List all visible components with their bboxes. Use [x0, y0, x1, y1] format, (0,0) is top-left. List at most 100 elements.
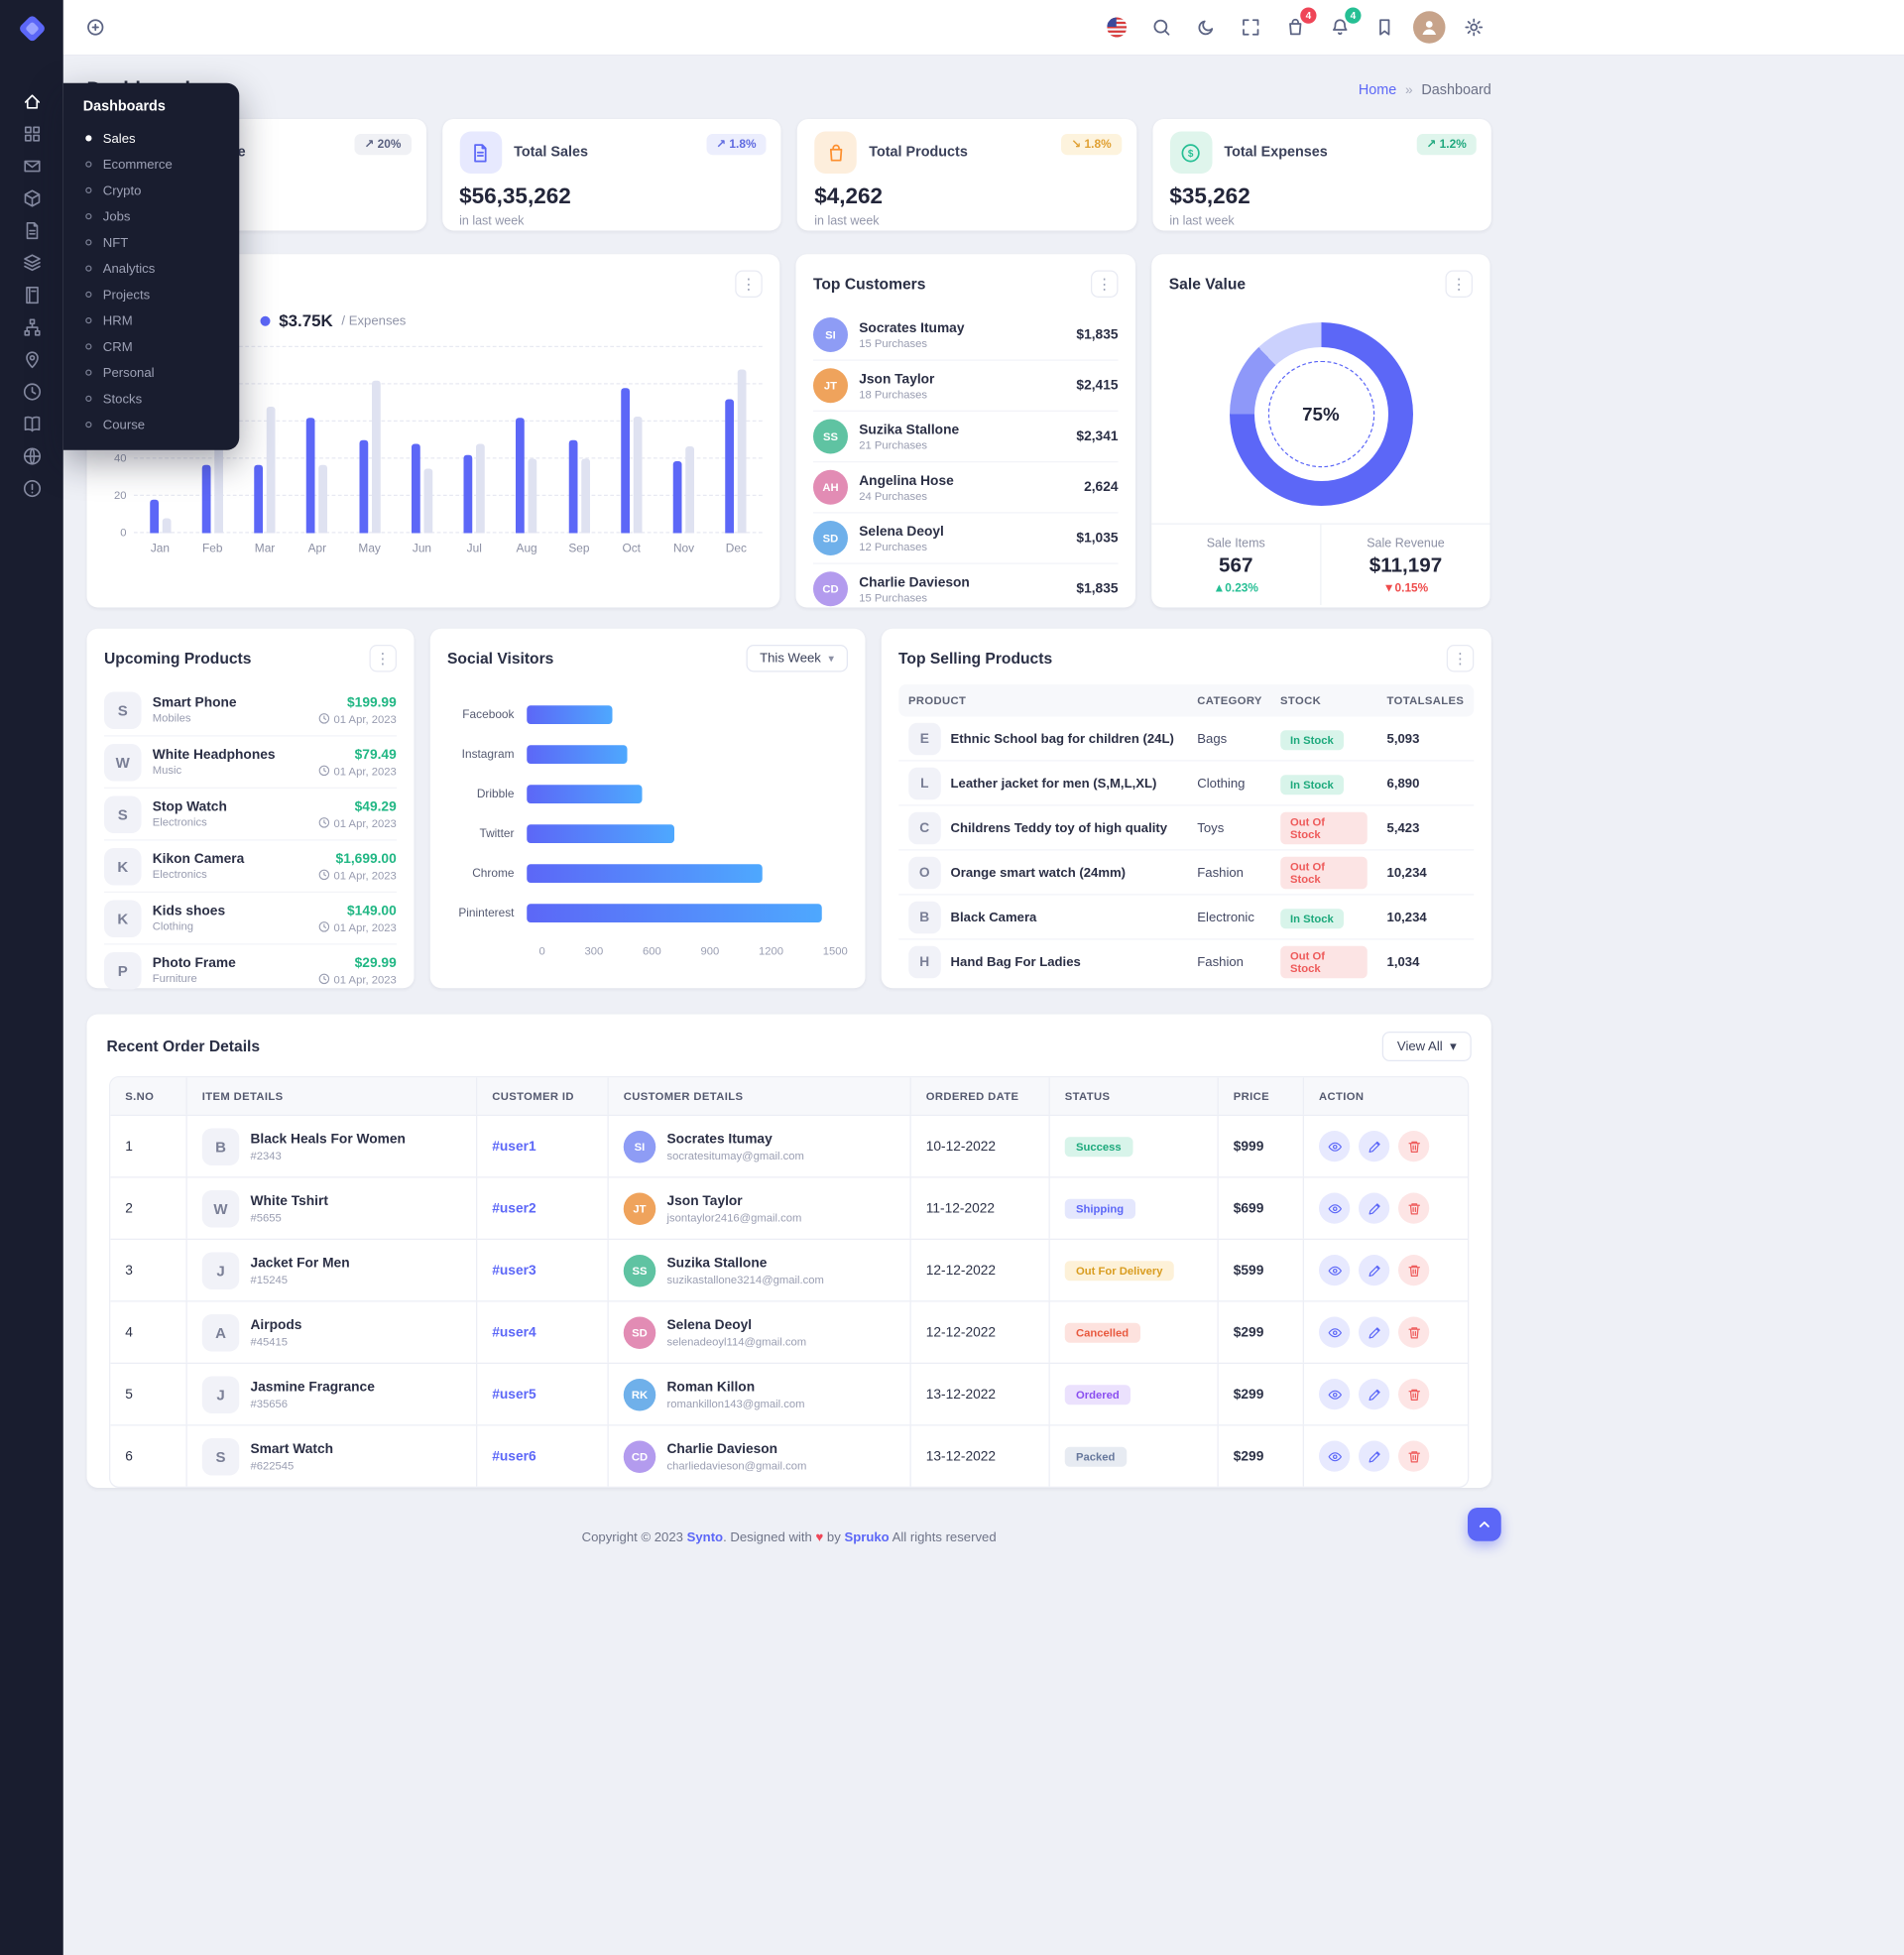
product-row[interactable]: W White Headphones Music $79.49 01 Apr, … [104, 735, 397, 788]
customer-row[interactable]: CD Charlie Davieson 15 Purchases $1,835 [813, 562, 1119, 614]
table-row[interactable]: E Ethnic School bag for children (24L) B… [898, 717, 1475, 762]
sidebar-alert-icon[interactable] [22, 479, 42, 499]
view-all-dropdown[interactable]: View All ▾ [1381, 1032, 1472, 1061]
delete-order-icon[interactable] [1398, 1131, 1430, 1162]
view-order-icon[interactable] [1319, 1131, 1351, 1162]
product-row[interactable]: P Photo Frame Furniture $29.99 01 Apr, 2… [104, 943, 397, 996]
flyout-menu-item[interactable]: Personal [63, 360, 240, 386]
language-flag-icon[interactable] [1097, 8, 1135, 47]
customer-row[interactable]: AH Angelina Hose 24 Purchases 2,624 [813, 461, 1119, 512]
sidebar-home-icon[interactable] [22, 92, 42, 112]
search-icon[interactable] [1141, 8, 1180, 47]
bookmark-icon[interactable] [1365, 8, 1403, 47]
sidebar-map-pin-icon[interactable] [22, 350, 42, 370]
scroll-to-top-button[interactable] [1468, 1508, 1501, 1541]
delete-order-icon[interactable] [1398, 1316, 1430, 1348]
bullet-icon [85, 317, 92, 324]
table-row[interactable]: O Orange smart watch (24mm) Fashion Out … [898, 851, 1475, 896]
delete-order-icon[interactable] [1398, 1379, 1430, 1410]
edit-order-icon[interactable] [1359, 1440, 1390, 1472]
flyout-menu-item[interactable]: HRM [63, 307, 240, 333]
table-row[interactable]: B Black Camera Electronic In Stock 10,23… [898, 896, 1475, 940]
delete-order-icon[interactable] [1398, 1440, 1430, 1472]
customer-row[interactable]: SI Socrates Itumay 15 Purchases $1,835 [813, 310, 1119, 360]
flyout-menu-item[interactable]: Jobs [63, 203, 240, 229]
customer-id-link[interactable]: #user4 [477, 1301, 609, 1363]
view-order-icon[interactable] [1319, 1440, 1351, 1472]
sidebar-globe-icon[interactable] [22, 446, 42, 466]
customer-id-link[interactable]: #user1 [477, 1116, 609, 1177]
edit-order-icon[interactable] [1359, 1379, 1390, 1410]
product-row[interactable]: S Stop Watch Electronics $49.29 01 Apr, … [104, 787, 397, 840]
customer-id-link[interactable]: #user6 [477, 1425, 609, 1487]
edit-order-icon[interactable] [1359, 1131, 1390, 1162]
sidebar-journal-icon[interactable] [22, 286, 42, 305]
product-row[interactable]: K Kikon Camera Electronics $1,699.00 01 … [104, 839, 397, 892]
customer-avatar: AH [813, 469, 848, 505]
customer-row[interactable]: JT Json Taylor 18 Purchases $2,415 [813, 359, 1119, 411]
sidebar-book-icon[interactable] [22, 415, 42, 434]
customer-row[interactable]: SS Suzika Stallone 21 Purchases $2,341 [813, 410, 1119, 461]
notifications-badge: 4 [1345, 6, 1362, 24]
author-link[interactable]: Spruko [844, 1529, 890, 1545]
table-row[interactable]: H Hand Bag For Ladies Fashion Out Of Sto… [898, 940, 1474, 985]
dark-mode-icon[interactable] [1186, 8, 1225, 47]
delete-order-icon[interactable] [1398, 1192, 1430, 1224]
flyout-menu-item[interactable]: Sales [63, 125, 240, 151]
edit-order-icon[interactable] [1359, 1316, 1390, 1348]
order-row: 4 A Airpods #45415 #user4 SD [110, 1300, 1468, 1363]
flyout-menu-item[interactable]: NFT [63, 229, 240, 255]
customer-name: Json Taylor [666, 1193, 743, 1209]
flyout-menu-item[interactable]: Stocks [63, 386, 240, 412]
table-row[interactable]: C Childrens Teddy toy of high quality To… [898, 806, 1475, 851]
view-order-icon[interactable] [1319, 1379, 1351, 1410]
fullscreen-icon[interactable] [1231, 8, 1269, 47]
edit-order-icon[interactable] [1359, 1255, 1390, 1286]
card-options-icon[interactable]: ⋮ [369, 645, 397, 672]
total-sales: 5,423 [1386, 819, 1420, 835]
delete-order-icon[interactable] [1398, 1255, 1430, 1286]
breadcrumb-home-link[interactable]: Home [1358, 82, 1397, 98]
sidebar-mail-icon[interactable] [22, 157, 42, 177]
flyout-menu-item[interactable]: CRM [63, 333, 240, 359]
customer-id-link[interactable]: #user5 [477, 1364, 609, 1425]
sidebar-layers-icon[interactable] [22, 253, 42, 273]
app-logo[interactable] [0, 0, 63, 56]
flyout-menu-item[interactable]: Projects [63, 282, 240, 307]
sidebar-cube-icon[interactable] [22, 188, 42, 208]
sidebar-apps-icon[interactable] [22, 124, 42, 144]
customer-id-link[interactable]: #user2 [477, 1177, 609, 1239]
flyout-menu-item[interactable]: Crypto [63, 178, 240, 203]
product-price: $49.29 [354, 798, 397, 814]
edit-order-icon[interactable] [1359, 1192, 1390, 1224]
cart-icon[interactable]: 4 [1275, 6, 1317, 47]
card-options-icon[interactable]: ⋮ [1445, 270, 1473, 298]
user-avatar[interactable] [1409, 8, 1448, 47]
brand-link[interactable]: Synto [686, 1529, 724, 1545]
view-order-icon[interactable] [1319, 1255, 1351, 1286]
sidebar-clock-icon[interactable] [22, 382, 42, 402]
product-row[interactable]: K Kids shoes Clothing $149.00 01 Apr, 20… [104, 891, 397, 944]
clock-icon [318, 921, 330, 932]
card-options-icon[interactable]: ⋮ [735, 270, 763, 298]
item-id: #35656 [250, 1397, 289, 1409]
customer-id-link[interactable]: #user3 [477, 1240, 609, 1301]
card-options-icon[interactable]: ⋮ [1091, 270, 1119, 298]
ordered-date: 13-12-2022 [911, 1364, 1050, 1425]
product-row[interactable]: S Smart Phone Mobiles $199.99 01 Apr, 20… [104, 684, 397, 735]
view-order-icon[interactable] [1319, 1192, 1351, 1224]
flyout-menu-item[interactable]: Analytics [63, 256, 240, 282]
sidebar-workflow-icon[interactable] [22, 317, 42, 337]
week-filter-dropdown[interactable]: This Week ▾ [746, 645, 848, 672]
card-options-icon[interactable]: ⋮ [1446, 645, 1475, 672]
flyout-menu-item[interactable]: Course [63, 412, 240, 437]
flyout-menu-item[interactable]: Ecommerce [63, 152, 240, 178]
table-row[interactable]: L Leather jacket for men (S,M,L,XL) Clot… [898, 762, 1475, 806]
notifications-icon[interactable]: 4 [1320, 6, 1362, 47]
sidebar-file-icon[interactable] [22, 221, 42, 241]
settings-gear-icon[interactable] [1454, 8, 1492, 47]
view-order-icon[interactable] [1319, 1316, 1351, 1348]
sidebar-toggle-icon[interactable] [75, 8, 114, 47]
customer-row[interactable]: SD Selena Deoyl 12 Purchases $1,035 [813, 512, 1119, 562]
status-badge: Out For Delivery [1064, 1260, 1174, 1281]
